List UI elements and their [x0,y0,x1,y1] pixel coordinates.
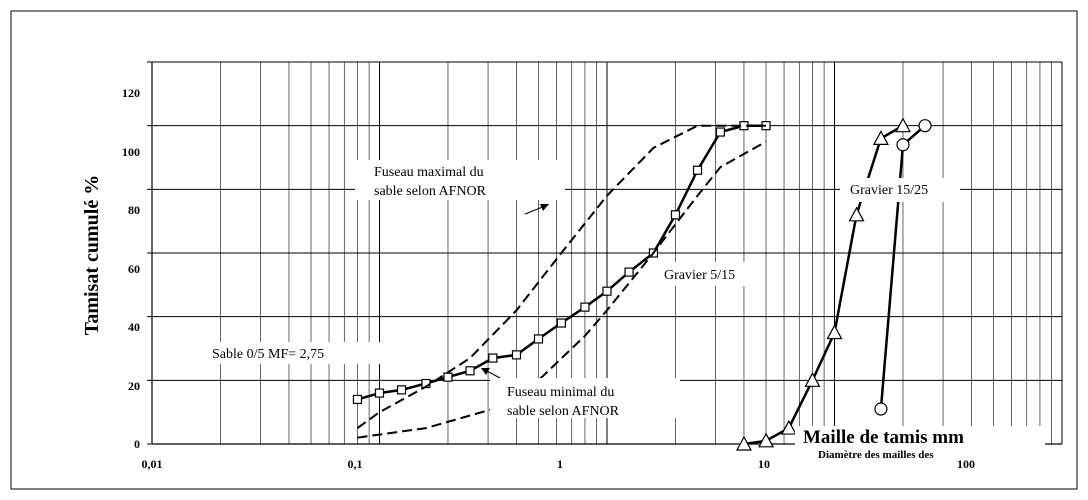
series-fuseau-min [357,140,767,439]
data-point-circle [918,119,932,133]
data-point-square [602,286,612,296]
series-layer [352,117,932,451]
data-point-triangle [735,435,752,451]
data-point-triangle [826,324,843,340]
fuseau-min-box [490,378,680,418]
data-point-square [396,385,407,395]
gravier-15-25-box [840,178,960,202]
data-point-square [533,334,544,344]
series-fuseau-max [356,124,766,429]
data-point-triangle [894,117,911,133]
gravier-5-15-box [650,262,760,286]
data-point-square [670,210,681,220]
data-point-square [511,350,522,360]
grid [147,61,1063,445]
series-gravier-15-25 [874,119,932,416]
x-axis-label: Maille de tamis mm [803,427,964,448]
y-tick-120: 120 [122,86,140,100]
data-point-square [488,353,498,363]
x-tick-1: 1 [557,457,563,471]
data-point-circle [896,138,910,152]
fuseau-max-arrowhead [540,204,549,211]
data-point-square [556,318,566,328]
data-point-triangle [804,372,821,387]
series-line-fuseau-max [356,124,766,429]
data-point-square [715,127,725,137]
data-point-square [580,302,590,312]
gravier-15-25-label: Gravier 15/25 [850,183,928,198]
y-tick-40: 40 [128,320,140,334]
fuseau-min-arrowhead [481,368,490,375]
data-point-circle [874,402,888,416]
x-axis-label-bg [795,426,1045,448]
x-tick-100: 100 [957,457,975,471]
series-gravier-5-15 [735,117,911,451]
data-point-square [374,388,385,398]
y-tick-20: 20 [128,379,140,393]
sable-label-box [195,342,410,364]
data-point-square [465,366,475,376]
y-tick-80: 80 [128,203,140,217]
data-point-square [443,372,453,382]
fuseau-min-line1: Fuseau minimal du [507,385,614,400]
sable-label: Sable 0/5 MF= 2,75 [212,347,324,362]
data-point-triangle [780,419,797,435]
x-tick-0.1: 0,1 [348,457,363,471]
y-tick-0: 0 [134,437,140,451]
data-point-square [352,394,363,405]
gravier-5-15-label: Gravier 5/15 [664,268,735,283]
data-point-triangle [872,130,889,145]
x-tick-labels: 0,01 0,1 1 10 100 [142,457,976,471]
x-tick-10: 10 [758,457,770,471]
fuseau-max-line2: sable selon AFNOR [374,184,487,199]
data-point-square [692,165,703,175]
data-point-square [624,267,634,277]
y-tick-100: 100 [122,145,140,159]
x-tick-0.01: 0,01 [142,457,163,471]
series-sable-0-5 [352,121,771,405]
annotation-arrows [481,204,549,379]
series-line-gravier-5-15 [743,124,904,446]
y-axis-label: Tamisat cumulé % [81,175,103,335]
data-point-triangle [758,432,775,448]
fuseau-max-box [355,160,565,200]
fuseau-min-line2: sable selon AFNOR [507,404,620,419]
fuseau-max-line1: Fuseau maximal du [374,165,484,180]
y-tick-60: 60 [128,262,140,276]
y-tick-labels: 0 20 40 60 80 100 120 [122,86,140,451]
series-line-fuseau-min [357,140,767,439]
data-point-triangle [848,206,865,222]
x-axis-sublabel: Diamètre des mailles des [818,449,934,461]
